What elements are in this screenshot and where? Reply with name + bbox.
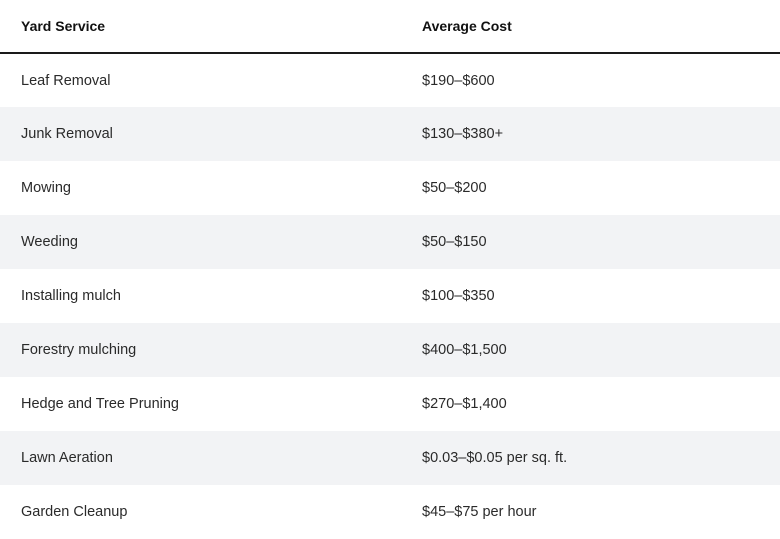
service-cell: Lawn Aeration — [0, 431, 401, 485]
table-row: Garden Cleanup $45–$75 per hour — [0, 485, 780, 539]
table-row: Installing mulch $100–$350 — [0, 269, 780, 323]
table-row: Mowing $50–$200 — [0, 161, 780, 215]
service-cell: Mowing — [21, 180, 71, 196]
table-row: Lawn Aeration $0.03–$0.05 per sq. ft. — [0, 431, 780, 485]
cost-cell: $50–$200 — [422, 180, 487, 196]
cost-cell: $0.03–$0.05 per sq. ft. — [401, 431, 780, 485]
service-cell: Junk Removal — [0, 107, 401, 161]
cost-cell: $400–$1,500 — [401, 323, 780, 377]
header-yard-service: Yard Service — [0, 0, 401, 54]
table-row: Hedge and Tree Pruning $270–$1,400 — [0, 377, 780, 431]
table-header: Yard Service Average Cost — [0, 0, 780, 54]
cost-cell: $45–$75 per hour — [422, 504, 537, 520]
service-cell: Forestry mulching — [0, 323, 401, 377]
cost-cell: $100–$350 — [422, 288, 495, 304]
cost-cell: $130–$380+ — [401, 107, 780, 161]
table-row: Forestry mulching $400–$1,500 — [0, 323, 780, 377]
cost-cell: $190–$600 — [422, 72, 495, 89]
table-row: Junk Removal $130–$380+ — [0, 107, 780, 161]
service-cell: Weeding — [0, 215, 401, 269]
table-row: Leaf Removal $190–$600 — [0, 53, 780, 107]
service-cell: Hedge and Tree Pruning — [21, 396, 179, 412]
cost-cell: $50–$150 — [401, 215, 780, 269]
header-average-cost: Average Cost — [401, 0, 780, 54]
service-cell: Leaf Removal — [21, 72, 111, 89]
service-cell: Garden Cleanup — [21, 504, 128, 520]
table-body: Leaf Removal $190–$600 Junk Removal $130… — [0, 53, 780, 539]
table-row: Weeding $50–$150 — [0, 215, 780, 269]
table-header-row: Yard Service Average Cost — [0, 0, 780, 54]
service-cell: Installing mulch — [21, 288, 121, 304]
cost-cell: $270–$1,400 — [422, 396, 507, 412]
